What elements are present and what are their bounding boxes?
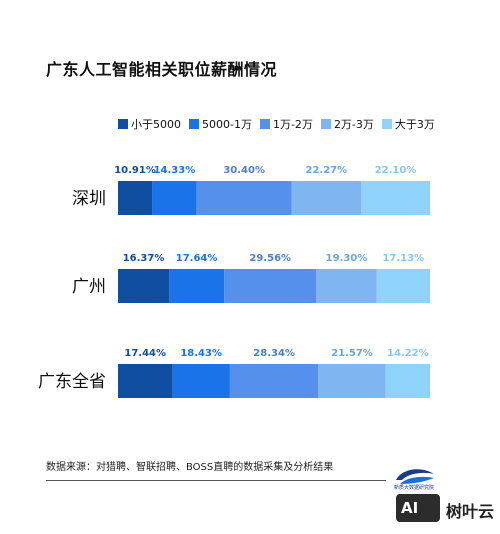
data-label: 19.30% xyxy=(326,253,368,264)
bar-segment xyxy=(118,269,170,303)
chart-title: 广东人工智能相关职位薪酬情况 xyxy=(46,60,278,79)
data-label: 22.10% xyxy=(375,165,417,176)
legend-swatch xyxy=(381,119,392,129)
legend-item: 大于3万 xyxy=(381,116,435,132)
legend-swatch xyxy=(189,119,199,129)
legend-item: 2万-3万 xyxy=(320,116,374,132)
legend-label: 大于3万 xyxy=(394,118,435,131)
ai-badge: AI xyxy=(396,494,440,522)
legend-swatch xyxy=(118,119,128,129)
category-label: 广州 xyxy=(72,277,106,297)
data-label: 14.22% xyxy=(387,348,429,359)
data-label: 10.91% xyxy=(114,165,156,176)
data-label: 29.56% xyxy=(249,253,291,264)
bar-segment xyxy=(361,181,431,215)
data-label: 28.34% xyxy=(253,348,295,359)
legend-label: 1万-2万 xyxy=(272,118,313,131)
data-label: 17.13% xyxy=(382,253,424,264)
bar-segment xyxy=(196,181,292,215)
research-institute-logo xyxy=(396,469,434,484)
bar-segment xyxy=(224,269,317,303)
data-label: 30.40% xyxy=(223,165,265,176)
data-label: 17.64% xyxy=(176,253,218,264)
bar-segment xyxy=(318,364,386,398)
bar-segment xyxy=(172,364,230,398)
bar-segment xyxy=(118,364,173,398)
bar-segment xyxy=(229,364,319,398)
footer-divider xyxy=(46,480,386,481)
data-label: 16.37% xyxy=(123,253,165,264)
legend-item: 5000-1万 xyxy=(189,116,252,132)
data-label: 22.27% xyxy=(306,165,348,176)
brand-subtitle: 新质大数据研究院 xyxy=(394,485,435,491)
legend-label: 5000-1万 xyxy=(202,118,252,131)
brand-name: 树叶云 xyxy=(446,502,495,521)
data-label: 21.57% xyxy=(331,348,373,359)
bar-segment xyxy=(385,364,430,398)
bar-segment xyxy=(376,269,430,303)
data-label: 18.43% xyxy=(180,348,222,359)
category-label: 广东全省 xyxy=(38,372,106,392)
bar-segment xyxy=(291,181,362,215)
category-label: 深圳 xyxy=(72,189,106,209)
bar-segment xyxy=(316,269,377,303)
data-label: 14.33% xyxy=(154,165,196,176)
bar-segment xyxy=(118,181,153,215)
legend-label: 小于5000 xyxy=(131,118,181,131)
data-label: 17.44% xyxy=(124,348,166,359)
bar-segment xyxy=(152,181,197,215)
data-source-note: 数据来源：对猎聘、智联招聘、BOSS直聘的数据采集及分析结果 xyxy=(46,462,334,473)
legend: 小于5000 5000-1万 1万-2万 2万-3万 大于3万 xyxy=(118,116,443,132)
legend-item: 小于5000 xyxy=(118,116,181,132)
legend-swatch xyxy=(259,119,270,129)
legend-swatch xyxy=(320,119,331,129)
bar-segment xyxy=(169,269,225,303)
legend-item: 1万-2万 xyxy=(259,116,313,132)
legend-label: 2万-3万 xyxy=(333,118,374,131)
